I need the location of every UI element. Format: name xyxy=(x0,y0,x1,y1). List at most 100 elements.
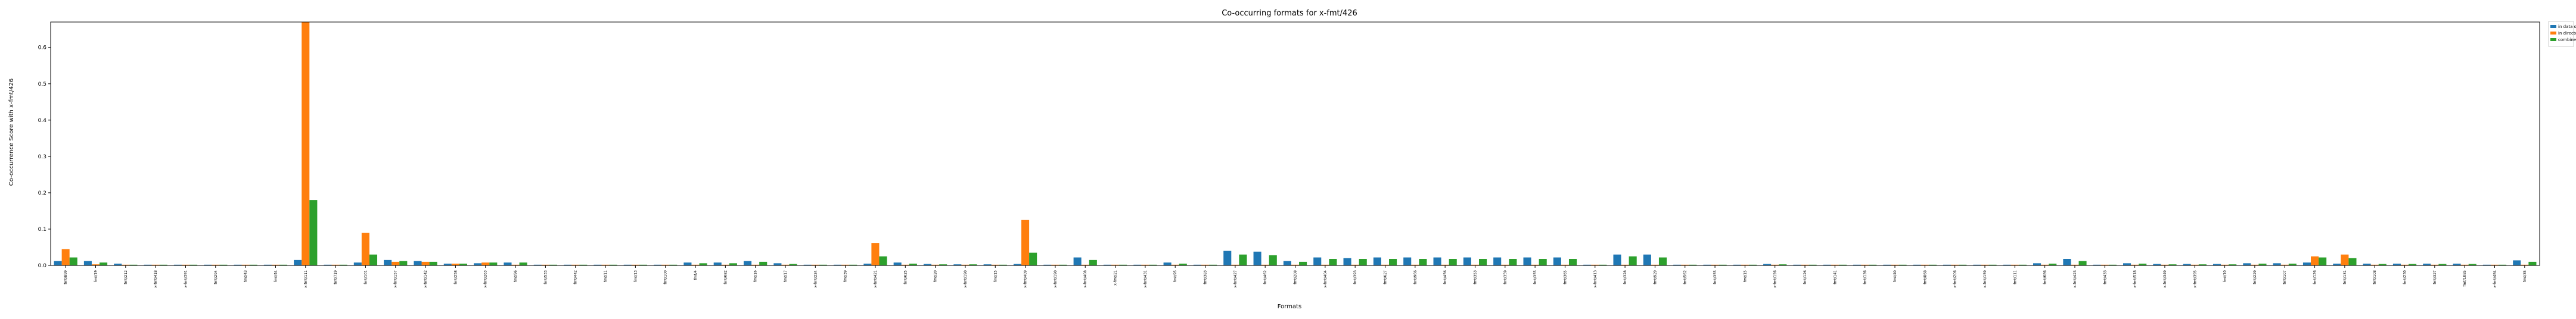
bar xyxy=(1539,259,1547,265)
x-tick-label: fmt/131 xyxy=(2343,270,2347,284)
x-tick-label: x-fmt/156 xyxy=(1773,270,1778,288)
x-tick-label: x-fmt/409 xyxy=(1024,270,1028,288)
x-tick-label: fmt/101 xyxy=(363,270,368,284)
x-tick-label: fmt/966 xyxy=(1413,270,1418,284)
x-tick-label: fmt/383 xyxy=(1204,270,1208,284)
x-tick-label: fmt/126 xyxy=(1803,270,1807,284)
bar xyxy=(474,263,482,265)
x-tick-label: fmt/353 xyxy=(1473,270,1477,284)
x-tick-label: fmt/107 xyxy=(2283,270,2287,284)
bar xyxy=(2378,264,2387,265)
bar xyxy=(744,261,752,265)
x-tick-label: fmt/230 xyxy=(2403,270,2407,284)
x-tick-label: x-fmt/142 xyxy=(424,270,428,288)
x-tick-label: fmt/682 xyxy=(723,270,728,284)
bar xyxy=(1509,259,1517,265)
y-tick-label: 0.6 xyxy=(38,45,47,51)
bar xyxy=(1223,251,1232,265)
x-tick-label: fmt/393 xyxy=(1353,270,1357,284)
bar xyxy=(1658,257,1667,265)
bar xyxy=(2528,261,2537,265)
x-tick-label: fmt/229 xyxy=(2253,270,2257,284)
bar xyxy=(504,262,512,265)
x-tick-label: fmt/258 xyxy=(453,270,458,284)
y-tick-label: 0.0 xyxy=(38,263,47,269)
bar xyxy=(2438,264,2447,265)
legend: in data objects in directoriescombined xyxy=(2548,21,2576,47)
x-tick-label: fmt/10 xyxy=(2223,270,2227,282)
plot-area: 0.0 0.1 0.2 0.3 0.4 0.5 0.6 fmt/899 fmt/19 fmt/21… xyxy=(38,21,2540,288)
bar xyxy=(61,249,70,265)
bar xyxy=(2063,259,2071,265)
x-tick-label: fmt/11 xyxy=(604,270,608,282)
bar xyxy=(2033,263,2041,265)
x-tick-label: fmt/328 xyxy=(1623,270,1627,284)
x-tick-label: fmt/625 xyxy=(903,270,908,284)
x-axis-label: Formats xyxy=(1278,304,1301,310)
bar xyxy=(114,263,122,265)
bar xyxy=(459,263,468,265)
x-tick-label: x-fmt/395 xyxy=(2193,270,2197,288)
x-tick-label: fmt/899 xyxy=(64,270,68,284)
bar xyxy=(683,262,692,265)
bar xyxy=(1568,259,1577,265)
bar xyxy=(1478,259,1487,265)
bar xyxy=(2311,256,2319,265)
x-tick-label: fmt/141 xyxy=(1833,270,1837,284)
y-tick-label: 0.2 xyxy=(38,190,46,196)
bar xyxy=(2423,263,2431,265)
bar xyxy=(1329,259,1337,265)
y-axis-label: Co-occurrence Score with x-fmt/426 xyxy=(8,79,15,186)
x-tick-label: x-fmt/418 xyxy=(154,270,158,288)
bar xyxy=(421,261,430,265)
bar xyxy=(713,262,722,265)
bar xyxy=(1029,252,1037,265)
x-tick-label: fmt/462 xyxy=(1263,270,1267,284)
bar xyxy=(2453,263,2461,265)
x-tick-label: fmt/17 xyxy=(784,270,788,282)
bar xyxy=(2153,264,2161,265)
x-tick-label: fmt/208 xyxy=(1294,270,1298,284)
bar xyxy=(2341,254,2349,265)
bar xyxy=(699,263,707,265)
bar xyxy=(879,256,887,265)
x-tick-label: x-fmt/421 xyxy=(874,270,878,288)
x-tick-label: fmt/327 xyxy=(2433,270,2437,284)
x-tick-label: fmt/19 xyxy=(94,270,98,282)
bar xyxy=(1089,259,1097,265)
bar xyxy=(2243,263,2251,265)
x-tick-label: x-fmt/206 xyxy=(1953,270,1957,288)
bar xyxy=(969,264,977,265)
bar xyxy=(489,262,498,265)
x-tick-label: fmt/44 xyxy=(274,270,278,282)
legend-swatch xyxy=(2550,25,2556,28)
bar xyxy=(1343,258,1351,265)
chart-title: Co-occurring formats for x-fmt/426 xyxy=(1222,9,1357,18)
bar xyxy=(939,264,947,265)
x-tick-label: fmt/16 xyxy=(754,270,758,282)
bar xyxy=(1643,254,1651,265)
bar xyxy=(2273,263,2281,265)
bar xyxy=(519,262,527,265)
bar xyxy=(443,263,452,265)
bar xyxy=(2258,263,2267,265)
bar xyxy=(1763,264,1772,265)
bar xyxy=(399,261,408,265)
bar xyxy=(2348,258,2357,265)
bar xyxy=(2168,264,2177,265)
legend-entry: combined xyxy=(2558,37,2576,42)
bar xyxy=(1433,257,1441,265)
x-tick-label: fmt/359 xyxy=(1503,270,1508,284)
bar xyxy=(871,243,880,265)
bar xyxy=(391,261,400,265)
x-tick-label: fmt/355 xyxy=(1533,270,1537,284)
bar xyxy=(302,22,310,265)
x-tick-label: x-fmt/391 xyxy=(184,270,188,288)
bar xyxy=(361,233,369,265)
x-tick-label: x-fmt/21 xyxy=(1114,270,1118,286)
bar xyxy=(893,262,902,265)
bar xyxy=(100,262,108,265)
x-tick-label: fmt/456 xyxy=(1443,270,1447,284)
bar xyxy=(2409,264,2417,265)
